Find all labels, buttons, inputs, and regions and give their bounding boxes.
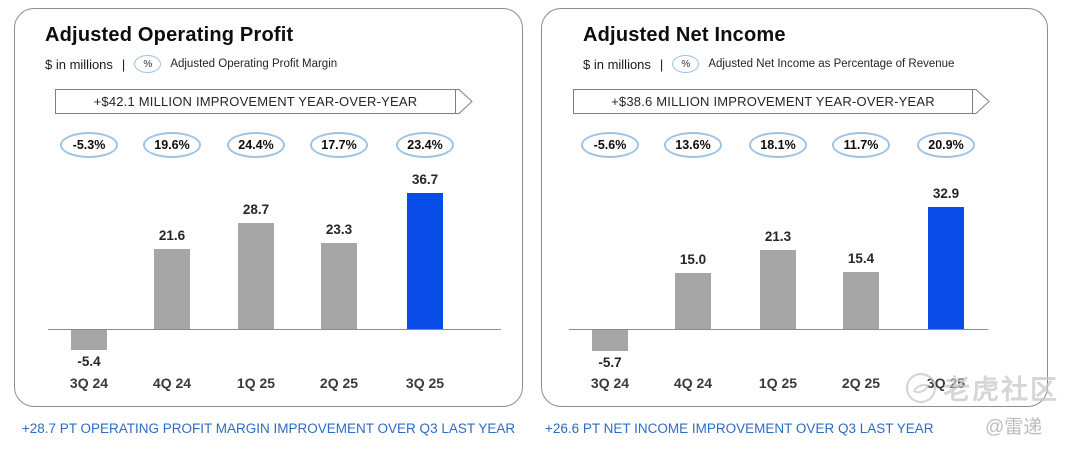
separator: | xyxy=(121,56,126,72)
x-axis-label: 2Q 25 xyxy=(841,375,881,391)
operating-profit-footnote: +28.7 PT OPERATING PROFIT MARGIN IMPROVE… xyxy=(21,421,516,436)
banner-arrow-icon xyxy=(456,89,473,114)
margin-bubble: 24.4% xyxy=(227,132,285,158)
bar-value-label: 15.0 xyxy=(679,252,707,267)
bar-2q25 xyxy=(321,243,357,329)
margin-bubble: 11.7% xyxy=(832,132,890,158)
unit-label: $ in millions xyxy=(45,56,113,72)
bar-1q25 xyxy=(238,223,274,329)
net-income-panel: Adjusted Net Income $ in millions | % Ad… xyxy=(541,8,1048,407)
x-axis-line xyxy=(569,329,988,330)
bar-3q24 xyxy=(71,330,107,350)
unit-label: $ in millions xyxy=(583,56,651,72)
watermark-author: @雷递 xyxy=(985,417,1043,438)
bar-chart: -5.4 3Q 24 21.6 4Q 24 28.7 1Q 25 23.3 2Q 25 36.7… xyxy=(15,9,522,406)
x-axis-line xyxy=(48,329,501,330)
panel-title: Adjusted Operating Profit xyxy=(45,24,294,46)
percent-oval-icon: % xyxy=(672,55,700,73)
separator: | xyxy=(659,56,664,72)
margin-bubble: -5.3% xyxy=(60,132,118,158)
tiger-community-watermark: 老虎社区 xyxy=(905,368,1059,407)
x-axis-label: 3Q 25 xyxy=(926,375,966,391)
x-axis-label: 1Q 25 xyxy=(236,375,276,391)
bar-value-label: 21.3 xyxy=(764,229,792,244)
panel-subtitle: $ in millions | % Adjusted Net Income as… xyxy=(583,54,954,74)
bar-1q25 xyxy=(760,250,796,329)
banner-arrow-icon xyxy=(973,89,990,114)
percent-oval-icon: % xyxy=(134,55,162,73)
bar-value-label: 15.4 xyxy=(847,251,875,266)
operating-profit-panel: Adjusted Operating Profit $ in millions … xyxy=(14,8,523,407)
margin-bubble: 20.9% xyxy=(917,132,975,158)
improvement-banner: +$38.6 MILLION IMPROVEMENT YEAR-OVER-YEA… xyxy=(573,89,973,114)
x-axis-label: 3Q 25 xyxy=(405,375,445,391)
margin-legend-label: Adjusted Net Income as Percentage of Rev… xyxy=(708,58,955,70)
bar-value-label: 32.9 xyxy=(932,186,960,201)
bar-2q25 xyxy=(843,272,879,329)
bar-value-label: -5.7 xyxy=(598,355,622,370)
margin-bubble: 18.1% xyxy=(749,132,807,158)
margin-bubble-row: -5.6% 13.6% 18.1% 11.7% 20.9% xyxy=(542,132,1047,158)
margin-bubble: 23.4% xyxy=(396,132,454,158)
margin-bubble-row: -5.3% 19.6% 24.4% 17.7% 23.4% xyxy=(15,132,522,158)
x-axis-label: 4Q 24 xyxy=(673,375,713,391)
bar-chart: -5.7 3Q 24 15.0 4Q 24 21.3 1Q 25 15.4 2Q 25 32.9… xyxy=(542,9,1047,406)
bar-value-label: 36.7 xyxy=(411,172,439,187)
bar-3q24 xyxy=(592,330,628,351)
improvement-banner-text: +$38.6 MILLION IMPROVEMENT YEAR-OVER-YEA… xyxy=(611,94,935,109)
panel-title: Adjusted Net Income xyxy=(583,24,786,46)
tiger-logo-icon xyxy=(905,372,937,403)
bar-value-label: 28.7 xyxy=(242,202,270,217)
bar-4q24 xyxy=(154,249,190,329)
bar-value-label: 21.6 xyxy=(158,228,186,243)
x-axis-label: 1Q 25 xyxy=(758,375,798,391)
margin-bubble: 13.6% xyxy=(664,132,722,158)
improvement-banner-text: +$42.1 MILLION IMPROVEMENT YEAR-OVER-YEA… xyxy=(93,94,418,109)
bar-3q25 xyxy=(407,193,443,329)
x-axis-label: 3Q 24 xyxy=(590,375,630,391)
panel-subtitle: $ in millions | % Adjusted Operating Pro… xyxy=(45,54,337,74)
bar-value-label: -5.4 xyxy=(77,354,101,369)
bar-value-label: 23.3 xyxy=(325,222,353,237)
bar-3q25 xyxy=(928,207,964,329)
x-axis-label: 4Q 24 xyxy=(152,375,192,391)
watermark-community-text: 老虎社区 xyxy=(943,375,1059,405)
improvement-banner: +$42.1 MILLION IMPROVEMENT YEAR-OVER-YEA… xyxy=(55,89,456,114)
net-income-footnote: +26.6 PT NET INCOME IMPROVEMENT OVER Q3 … xyxy=(545,421,934,436)
bar-4q24 xyxy=(675,273,711,329)
margin-bubble: -5.6% xyxy=(581,132,639,158)
margin-legend-label: Adjusted Operating Profit Margin xyxy=(170,58,338,70)
margin-bubble: 19.6% xyxy=(143,132,201,158)
x-axis-label: 2Q 25 xyxy=(319,375,359,391)
margin-bubble: 17.7% xyxy=(310,132,368,158)
x-axis-label: 3Q 24 xyxy=(69,375,109,391)
